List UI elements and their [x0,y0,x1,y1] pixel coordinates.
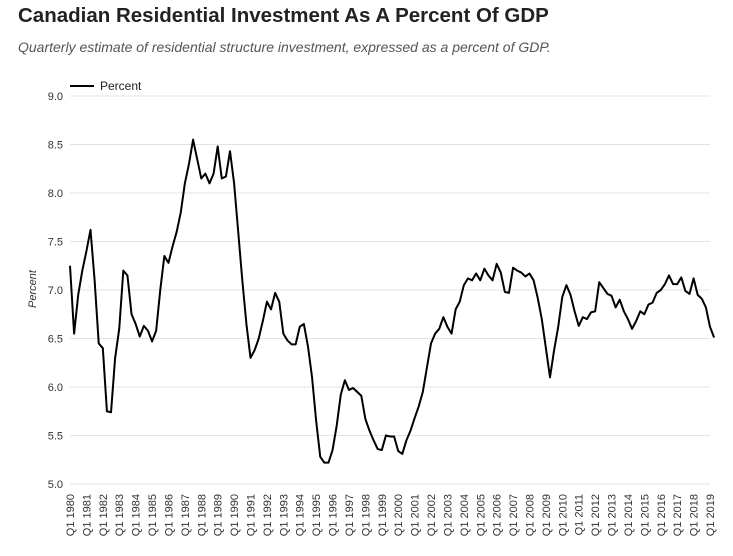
x-tick-label: Q1 1996 [328,494,340,536]
x-tick-label: Q1 2011 [574,494,586,535]
x-tick-label: Q1 2010 [557,494,569,536]
x-tick-label: Q1 2001 [410,494,422,536]
x-tick-label: Q1 2012 [590,494,602,536]
x-tick-label: Q1 1988 [196,494,208,536]
series-line-percent [69,138,716,464]
x-tick-label: Q1 2008 [524,494,536,536]
gridlines [70,95,710,485]
x-tick-label: Q1 2002 [426,494,438,536]
x-tick-label: Q1 2007 [508,494,520,536]
x-tick-label: Q1 1990 [229,494,241,536]
x-tick-label: Q1 2009 [541,494,553,536]
x-tick-label: Q1 1989 [213,494,225,536]
x-tick-label: Q1 2019 [705,494,717,536]
legend: Percent [70,79,142,93]
y-tick-label: 7.5 [48,237,63,249]
x-tick-label: Q1 1997 [344,494,356,536]
y-tick-label: 6.5 [48,334,63,346]
legend-label: Percent [100,79,142,93]
x-tick-label: Q1 1982 [98,494,110,536]
y-axis-ticks: 5.0 5.5 6.0 6.5 7.0 7.5 8.0 8.5 9.0 [48,91,63,491]
x-tick-label: Q1 1984 [131,494,143,536]
x-tick-label: Q1 1986 [163,494,175,536]
x-tick-label: Q1 2017 [672,494,684,536]
x-tick-label: Q1 1981 [81,494,93,536]
y-tick-label: 7.0 [48,285,63,297]
x-tick-label: Q1 1987 [180,494,192,536]
x-tick-label: Q1 1993 [278,494,290,536]
y-tick-label: 5.5 [48,431,63,443]
y-axis-label: Percent [27,269,39,308]
x-tick-label: Q1 1999 [377,494,389,536]
x-tick-label: Q1 1985 [147,494,159,536]
x-tick-label: Q1 2018 [689,494,701,536]
x-tick-label: Q1 2005 [475,494,487,536]
x-tick-label: Q1 1991 [246,494,258,536]
y-tick-label: 5.0 [48,479,63,491]
x-tick-label: Q1 2015 [639,494,651,536]
x-tick-label: Q1 2003 [442,494,454,536]
series-group [69,138,716,464]
x-tick-label: Q1 2000 [393,494,405,536]
y-tick-label: 8.0 [48,188,63,200]
x-tick-label: Q1 1980 [65,494,77,536]
x-axis-ticks: Q1 1980 Q1 1981 Q1 1982 Q1 1983 Q1 1984 Q1 19… [65,494,717,536]
y-tick-label: 6.0 [48,382,63,394]
x-tick-label: Q1 1998 [360,494,372,536]
y-tick-label: 9.0 [48,91,63,103]
x-tick-label: Q1 1992 [262,494,274,536]
x-tick-label: Q1 1983 [114,494,126,536]
chart-title: Canadian Residential Investment As A Per… [18,4,549,27]
y-tick-label: 8.5 [48,140,63,152]
chart-subtitle: Quarterly estimate of residential struct… [18,39,551,55]
x-tick-label: Q1 1994 [295,494,307,536]
x-tick-label: Q1 2016 [656,494,668,536]
x-tick-label: Q1 2014 [623,494,635,536]
x-tick-label: Q1 2013 [607,494,619,536]
x-tick-label: Q1 1995 [311,494,323,536]
x-tick-label: Q1 2004 [459,494,471,536]
x-tick-label: Q1 2006 [492,494,504,536]
